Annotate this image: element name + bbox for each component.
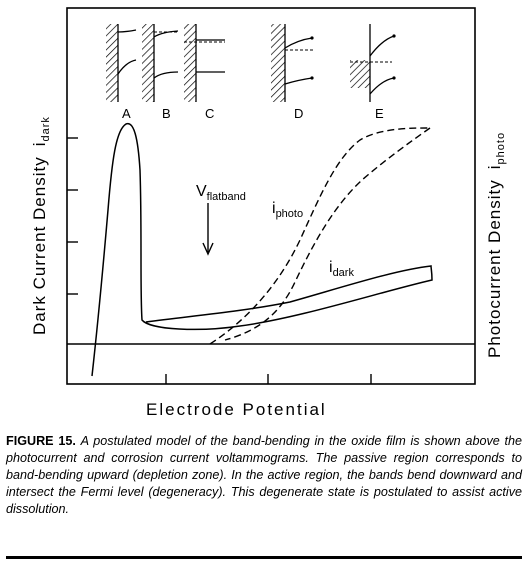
svg-text:Photocurrent Densityiphoto: Photocurrent Densityiphoto: [485, 132, 507, 358]
bottom-axis-ticks: [165, 374, 372, 384]
y-left-label: Dark Current Densityidark: [30, 116, 52, 335]
x-label: Electrode Potential: [146, 400, 327, 419]
idark-label: idark: [329, 259, 354, 279]
plot-frame: [66, 7, 476, 385]
band-label-c: C: [205, 106, 214, 121]
band-label-e: E: [375, 106, 384, 121]
caption-text: A postulated model of the band-bending i…: [6, 434, 523, 516]
idark-curve: [91, 123, 433, 377]
svg-text:Dark Current Densityidark: Dark Current Densityidark: [30, 116, 52, 335]
band-diagram-d: D: [271, 24, 315, 121]
left-axis-ticks: [67, 137, 78, 295]
band-label-d: D: [294, 106, 303, 121]
band-label-b: B: [162, 106, 171, 121]
iphoto-label: iphoto: [272, 200, 303, 220]
band-diagram-a: A: [106, 24, 137, 121]
iphoto-curve-upper: [209, 127, 431, 345]
band-diagram-e: E: [350, 24, 396, 121]
band-label-a: A: [122, 106, 131, 121]
figure-panel: Dark Current Densityidark Photocurrent D…: [30, 7, 507, 419]
figure-caption: FIGURE 15. A postulated model of the ban…: [6, 433, 522, 518]
iphoto-curve-lower: [224, 127, 431, 341]
flatband-arrow-head: [202, 242, 214, 256]
bottom-rule: [6, 556, 522, 559]
band-diagram-b: B: [142, 24, 179, 121]
y-right-label: Photocurrent Densityiphoto: [485, 132, 507, 358]
flatband-label: Vflatband: [196, 183, 246, 203]
caption-label: FIGURE 15.: [6, 434, 76, 448]
band-diagram-c: C: [184, 24, 225, 121]
